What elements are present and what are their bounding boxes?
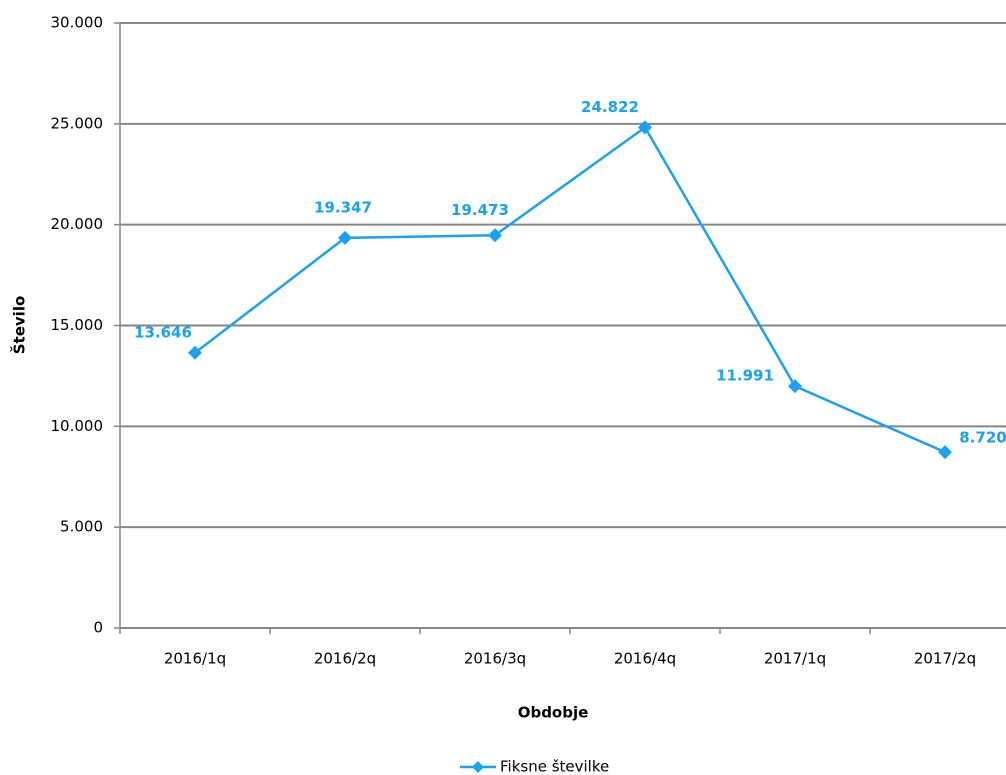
y-tick-label: 20.000 xyxy=(51,215,104,233)
data-label: 11.991 xyxy=(716,367,774,385)
data-label: 24.822 xyxy=(581,98,639,116)
y-tick-label: 10.000 xyxy=(51,417,104,435)
data-point xyxy=(488,228,502,243)
x-tick-label: 2016/4q xyxy=(614,650,676,668)
x-axis-title: Obdobje xyxy=(518,704,589,722)
data-label: 19.473 xyxy=(451,201,509,219)
x-tick-label: 2017/2q xyxy=(914,650,976,668)
y-tick-label: 15.000 xyxy=(51,316,104,334)
y-tick-label: 5.000 xyxy=(60,518,103,536)
x-tick-label: 2016/2q xyxy=(314,650,376,668)
x-tick-label: 2016/3q xyxy=(464,650,526,668)
x-tick-label: 2016/1q xyxy=(164,650,226,668)
data-point xyxy=(938,445,952,460)
x-tick-label: 2017/1q xyxy=(764,650,826,668)
data-label: 19.347 xyxy=(314,198,372,216)
data-point xyxy=(338,230,352,245)
series-line xyxy=(194,125,946,454)
data-label: 13.646 xyxy=(134,323,192,341)
data-point xyxy=(188,345,202,360)
data-label: 8.720 xyxy=(959,429,1006,447)
data-point xyxy=(638,120,652,135)
y-tick-label: 30.000 xyxy=(51,14,104,32)
data-point xyxy=(788,379,802,394)
legend-label: Fiksne številke xyxy=(500,758,609,775)
legend-marker xyxy=(472,761,484,773)
y-tick-label: 25.000 xyxy=(51,114,104,132)
y-axis-title: Število xyxy=(10,296,29,355)
y-tick-label: 0 xyxy=(93,619,103,637)
